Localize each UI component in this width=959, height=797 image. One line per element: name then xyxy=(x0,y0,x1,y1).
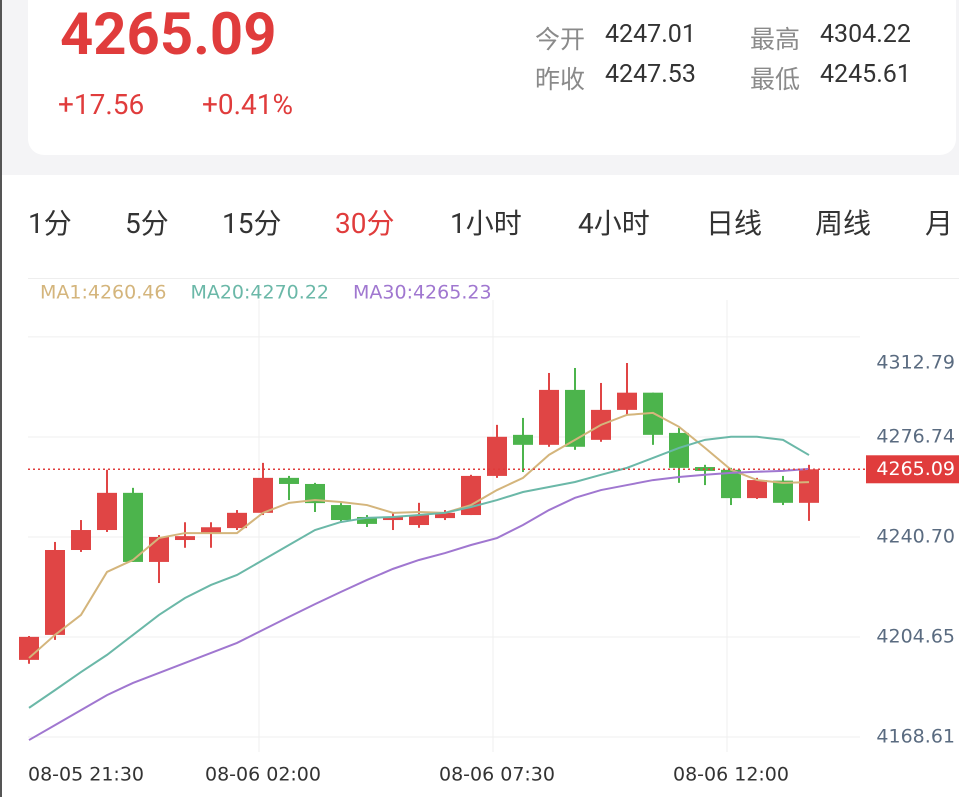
stat-label: 昨收 xyxy=(535,66,586,95)
edge xyxy=(0,0,2,797)
ma-line xyxy=(28,435,810,709)
candle-body xyxy=(97,492,117,531)
candle-body xyxy=(721,469,741,499)
stat-value: 4245.61 xyxy=(820,60,911,89)
stat-value: 4247.01 xyxy=(605,20,696,49)
candle-body xyxy=(565,389,585,447)
tab[interactable]: 5分 xyxy=(125,207,169,240)
price: 4265.09 xyxy=(60,1,277,69)
candle-body xyxy=(669,432,689,468)
candle-body xyxy=(227,512,247,529)
quote-card xyxy=(28,0,956,155)
legend-entry: MA30:4265.23 xyxy=(353,282,492,304)
y-tick-label: 4240.70 xyxy=(876,525,955,547)
stat-value: 4247.53 xyxy=(605,60,696,89)
x-tick-label: 08-06 07:30 xyxy=(439,764,555,786)
candle-body xyxy=(357,516,377,524)
candle-body xyxy=(773,480,793,503)
last-price-label: 4265.09 xyxy=(876,458,955,480)
tab[interactable]: 4小时 xyxy=(578,207,650,240)
tab[interactable]: 1小时 xyxy=(450,207,522,240)
stat-label: 最低 xyxy=(750,66,801,95)
candle-body xyxy=(513,434,533,445)
y-tick-label: 4168.61 xyxy=(876,725,955,747)
candle-body xyxy=(149,536,169,562)
tab[interactable]: 15分 xyxy=(222,207,282,240)
candle-body xyxy=(253,477,273,513)
candle-body xyxy=(747,480,767,499)
legend-entry: MA20:4270.22 xyxy=(190,282,329,304)
ma-line xyxy=(28,467,810,741)
candle-body xyxy=(487,436,507,476)
tab[interactable]: 周线 xyxy=(815,207,872,240)
legend-entry: MA1:4260.46 xyxy=(40,282,166,304)
candle-body xyxy=(19,636,39,660)
candle-body xyxy=(201,527,221,534)
last-price-box xyxy=(866,455,959,484)
candle-body xyxy=(799,469,819,503)
candle-body xyxy=(331,505,351,521)
candle-body xyxy=(175,536,195,541)
candle-body xyxy=(45,550,65,635)
candle-body xyxy=(539,389,559,445)
candle-body xyxy=(123,492,143,562)
y-tick-label: 4204.65 xyxy=(876,625,955,647)
tab[interactable]: 日线 xyxy=(706,207,763,240)
x-tick-label: 08-06 12:00 xyxy=(673,764,789,786)
tab[interactable]: 30分 xyxy=(335,207,395,240)
tab[interactable]: 1分 xyxy=(28,207,72,240)
candle-body xyxy=(305,483,325,504)
divider xyxy=(28,278,959,279)
y-tick-label: 4312.79 xyxy=(876,352,955,374)
candle-body xyxy=(71,530,91,551)
change-pct: +0.41% xyxy=(202,88,293,121)
change: +17.56 xyxy=(58,88,145,121)
stat-label: 今开 xyxy=(535,26,586,55)
ma-line xyxy=(28,411,810,659)
y-tick-label: 4276.74 xyxy=(876,425,955,447)
candle-body xyxy=(435,512,455,519)
x-tick-label: 08-05 21:30 xyxy=(28,764,144,786)
stat-value: 4304.22 xyxy=(820,20,911,49)
stat-label: 最高 xyxy=(750,26,801,55)
candle-body xyxy=(279,477,299,484)
x-tick-label: 08-06 02:00 xyxy=(205,764,321,786)
candle-body xyxy=(617,392,637,410)
candle-body xyxy=(409,515,429,526)
candle-body xyxy=(383,516,403,521)
tab[interactable]: 月 xyxy=(925,207,954,240)
